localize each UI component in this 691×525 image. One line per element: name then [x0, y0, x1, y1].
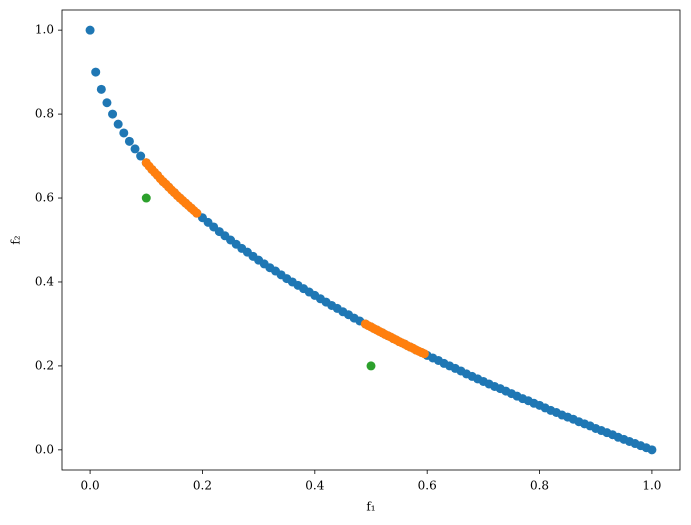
y-tick-label: 0.0	[35, 442, 54, 456]
point	[124, 136, 134, 146]
point	[366, 361, 376, 371]
point	[102, 98, 112, 108]
x-tick-label: 0.4	[305, 479, 324, 493]
point	[419, 349, 429, 359]
x-axis-label: f₁	[366, 500, 375, 514]
y-axis-label: f₂	[9, 235, 23, 244]
y-tick-label: 0.8	[35, 107, 54, 121]
x-tick-label: 1.0	[642, 479, 661, 493]
point	[113, 119, 123, 129]
point	[130, 144, 140, 154]
point	[119, 128, 129, 138]
point	[136, 151, 146, 161]
x-tick-label: 0.2	[193, 479, 212, 493]
x-tick-label: 0.8	[530, 479, 549, 493]
y-tick-label: 1.0	[35, 23, 54, 37]
x-tick-label: 0.0	[81, 479, 100, 493]
x-tick-label: 0.6	[418, 479, 437, 493]
y-tick-label: 0.4	[35, 274, 54, 288]
point	[91, 67, 101, 77]
y-tick-label: 0.6	[35, 191, 54, 205]
point	[96, 84, 106, 94]
point	[85, 25, 95, 35]
point	[647, 445, 657, 455]
point	[192, 208, 202, 218]
point	[141, 193, 151, 203]
plot-frame	[61, 9, 681, 471]
point	[108, 109, 118, 119]
y-tick-label: 0.2	[35, 358, 54, 372]
